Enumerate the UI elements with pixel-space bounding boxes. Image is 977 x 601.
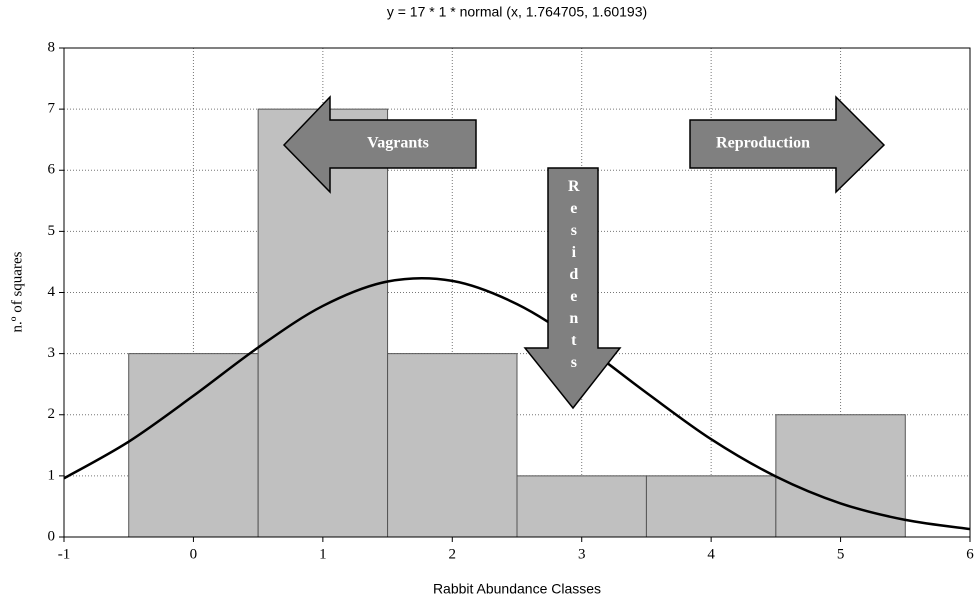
curve-layer bbox=[63, 276, 971, 531]
y-tick-label: 2 bbox=[48, 406, 56, 422]
y-tick-label: 7 bbox=[48, 101, 56, 117]
bar bbox=[516, 475, 647, 538]
y-tick-label: 1 bbox=[48, 467, 56, 483]
y-tick-label: 5 bbox=[48, 223, 56, 239]
x-tick-label: 1 bbox=[319, 546, 327, 562]
x-tick-label: 4 bbox=[707, 546, 715, 562]
bar bbox=[387, 353, 518, 538]
x-tick-label: 2 bbox=[449, 546, 457, 562]
y-tick-label: 8 bbox=[48, 39, 56, 55]
bar bbox=[645, 475, 777, 538]
annotation: Vagrants bbox=[367, 135, 429, 152]
x-tick-label: 0 bbox=[190, 546, 198, 562]
bars bbox=[128, 108, 906, 538]
x-axis-label: Rabbit Abundance Classes bbox=[433, 581, 601, 597]
x-tick-label: -1 bbox=[58, 546, 71, 562]
y-tick-label: 6 bbox=[48, 162, 56, 178]
y-tick-label: 4 bbox=[48, 284, 56, 300]
x-tick-label: 3 bbox=[578, 546, 586, 562]
y-tick-label: 0 bbox=[48, 528, 56, 544]
chart-title: y = 17 * 1 * normal (x, 1.764705, 1.6019… bbox=[387, 4, 647, 20]
bar bbox=[775, 414, 906, 538]
x-tick-label: 5 bbox=[837, 546, 845, 562]
residents-arrow bbox=[523, 167, 622, 410]
fit-curve bbox=[63, 276, 971, 531]
bar bbox=[128, 353, 259, 538]
x-tick-label: 6 bbox=[966, 546, 974, 562]
annotation: Reproduction bbox=[716, 135, 810, 152]
annotation: Residents bbox=[565, 178, 582, 376]
y-tick-label: 3 bbox=[48, 345, 56, 361]
vagrants-arrow bbox=[282, 95, 477, 194]
y-axis-label: n.º of squares bbox=[9, 251, 25, 332]
reproduction-arrow bbox=[689, 95, 886, 194]
